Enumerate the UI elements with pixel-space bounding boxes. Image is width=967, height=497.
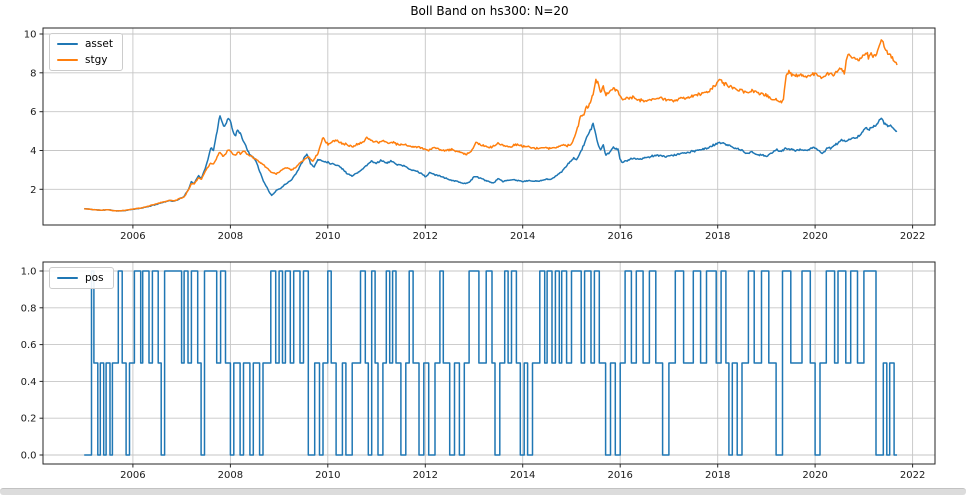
svg-text:2016: 2016 <box>607 470 632 481</box>
legend-item-pos: pos <box>57 272 104 284</box>
svg-text:2008: 2008 <box>218 470 243 481</box>
pos-line-sample <box>57 276 78 280</box>
svg-text:8: 8 <box>30 68 36 79</box>
svg-text:2020: 2020 <box>802 231 827 242</box>
chart-title: Boll Band on hs300: N=20 <box>410 4 569 18</box>
legend-bottom-chart: pos <box>49 267 114 290</box>
legend-label-pos: pos <box>85 272 104 284</box>
asset-line-sample <box>57 42 78 46</box>
stgy-line-sample <box>57 58 78 62</box>
svg-text:2022: 2022 <box>900 470 925 481</box>
legend-top-chart: asset stgy <box>49 33 123 72</box>
svg-text:0.6: 0.6 <box>21 340 37 351</box>
legend-label-asset: asset <box>85 38 113 50</box>
legend-item-asset: asset <box>57 38 113 50</box>
horizontal-scrollbar[interactable] <box>0 488 966 495</box>
svg-text:2020: 2020 <box>802 470 827 481</box>
legend-label-stgy: stgy <box>85 54 108 67</box>
svg-text:2: 2 <box>30 185 36 196</box>
svg-text:2016: 2016 <box>607 231 632 242</box>
svg-text:2012: 2012 <box>413 231 438 242</box>
svg-text:2022: 2022 <box>900 231 925 242</box>
svg-text:0.0: 0.0 <box>21 451 37 462</box>
svg-text:2018: 2018 <box>705 231 730 242</box>
svg-text:2008: 2008 <box>218 231 243 242</box>
svg-text:10: 10 <box>24 30 37 41</box>
svg-text:1.0: 1.0 <box>21 267 37 278</box>
svg-text:2010: 2010 <box>315 470 340 481</box>
svg-text:6: 6 <box>30 107 36 118</box>
svg-text:2010: 2010 <box>315 231 340 242</box>
svg-text:0.8: 0.8 <box>21 303 37 314</box>
svg-text:0.4: 0.4 <box>21 377 37 388</box>
svg-text:2014: 2014 <box>510 231 535 242</box>
svg-text:4: 4 <box>30 146 36 157</box>
legend-item-stgy: stgy <box>57 54 113 66</box>
svg-text:2006: 2006 <box>120 231 145 242</box>
svg-text:2006: 2006 <box>120 470 145 481</box>
svg-text:2014: 2014 <box>510 470 535 481</box>
svg-text:0.2: 0.2 <box>21 414 37 425</box>
svg-text:2018: 2018 <box>705 470 730 481</box>
svg-text:2012: 2012 <box>413 470 438 481</box>
